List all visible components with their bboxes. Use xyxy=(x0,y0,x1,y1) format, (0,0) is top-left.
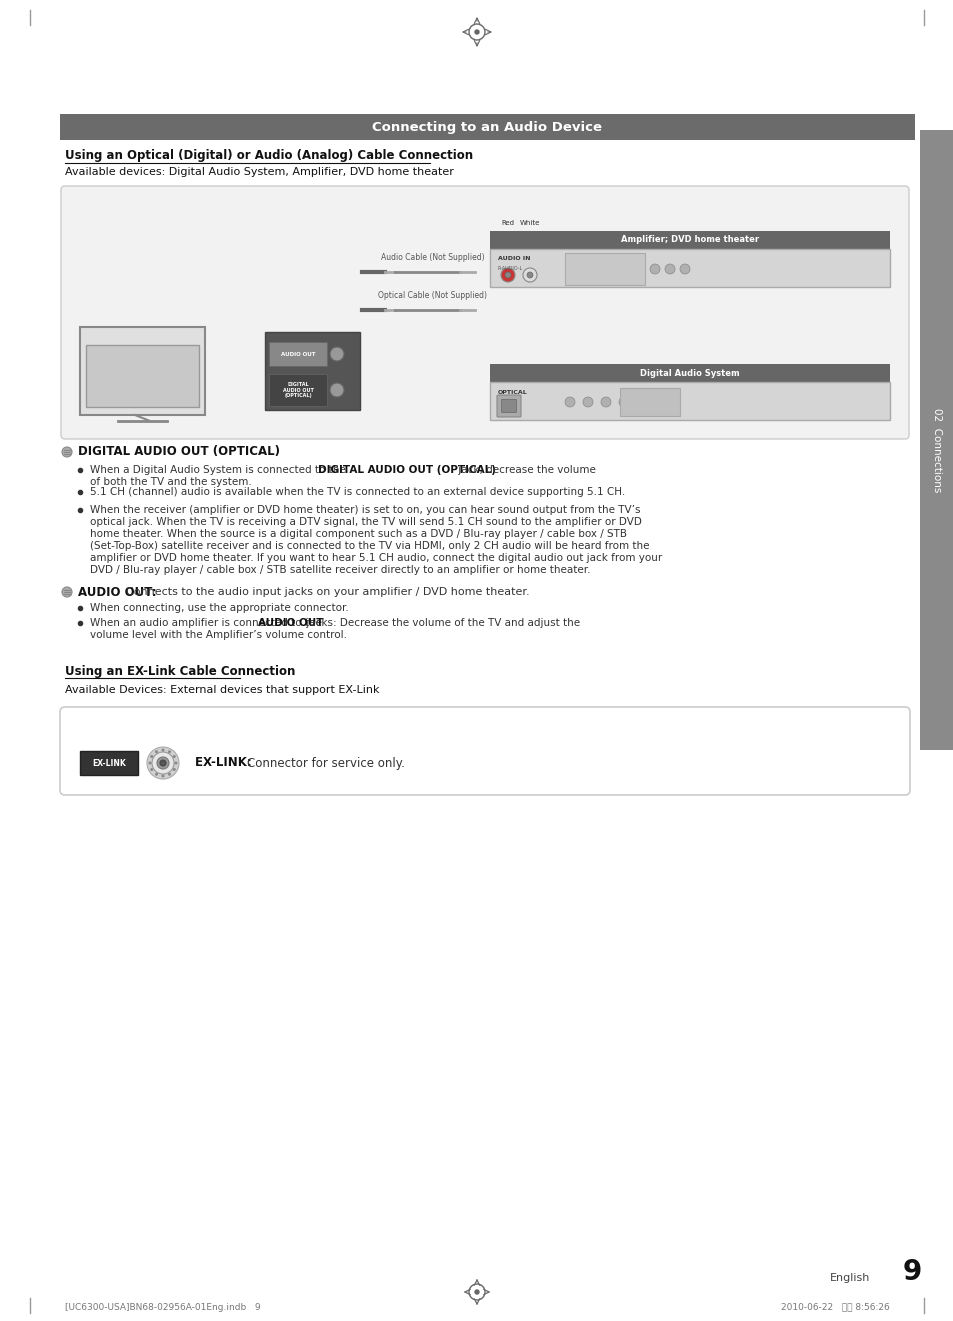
Circle shape xyxy=(168,750,171,753)
Text: AUDIO OUT: AUDIO OUT xyxy=(280,351,314,357)
Text: Available Devices: External devices that support EX-Link: Available Devices: External devices that… xyxy=(65,686,379,695)
Text: EX-LINK: EX-LINK xyxy=(92,758,126,768)
Text: home theater. When the source is a digital component such as a DVD / Blu-ray pla: home theater. When the source is a digit… xyxy=(90,528,626,539)
Text: White: White xyxy=(519,221,539,226)
Text: When the receiver (amplifier or DVD home theater) is set to on, you can hear sou: When the receiver (amplifier or DVD home… xyxy=(90,505,639,515)
Text: When connecting, use the appropriate connector.: When connecting, use the appropriate con… xyxy=(90,602,349,613)
Text: When an audio amplifier is connected to the: When an audio amplifier is connected to … xyxy=(90,618,325,627)
Circle shape xyxy=(160,760,166,766)
Circle shape xyxy=(62,587,71,597)
Text: AUDIO OUT: AUDIO OUT xyxy=(257,618,323,627)
Circle shape xyxy=(504,272,511,277)
Text: Connecting to an Audio Device: Connecting to an Audio Device xyxy=(372,120,601,133)
Circle shape xyxy=(161,774,164,778)
Bar xyxy=(269,342,327,366)
Text: 9: 9 xyxy=(902,1258,921,1287)
Circle shape xyxy=(600,398,610,407)
Bar xyxy=(919,129,953,750)
Circle shape xyxy=(564,398,575,407)
Text: Optical Cable (Not Supplied): Optical Cable (Not Supplied) xyxy=(378,292,487,300)
Bar xyxy=(265,332,359,410)
Text: AUDIO IN: AUDIO IN xyxy=(497,256,530,262)
Text: Using an Optical (Digital) or Audio (Analog) Cable Connection: Using an Optical (Digital) or Audio (Ana… xyxy=(65,149,473,162)
Text: OPTICAL: OPTICAL xyxy=(497,390,527,395)
Circle shape xyxy=(149,761,152,765)
Circle shape xyxy=(154,773,158,775)
Text: Available devices: Digital Audio System, Amplifier, DVD home theater: Available devices: Digital Audio System,… xyxy=(65,166,454,177)
Circle shape xyxy=(330,383,344,398)
Circle shape xyxy=(154,750,158,753)
Text: 02  Connections: 02 Connections xyxy=(931,408,941,493)
Circle shape xyxy=(618,398,628,407)
Circle shape xyxy=(679,264,689,273)
Text: R-AUDIO-L: R-AUDIO-L xyxy=(497,267,522,272)
Circle shape xyxy=(330,347,344,361)
Text: jack, decrease the volume: jack, decrease the volume xyxy=(455,465,596,476)
Text: DVD / Blu-ray player / cable box / STB satellite receiver directly to an amplifi: DVD / Blu-ray player / cable box / STB s… xyxy=(90,565,590,575)
Circle shape xyxy=(152,752,173,774)
Text: When a Digital Audio System is connected to the: When a Digital Audio System is connected… xyxy=(90,465,349,476)
Bar xyxy=(60,114,914,140)
Bar xyxy=(490,365,889,382)
Text: optical jack. When the TV is receiving a DTV signal, the TV will send 5.1 CH sou: optical jack. When the TV is receiving a… xyxy=(90,517,641,527)
Bar xyxy=(80,752,138,775)
Circle shape xyxy=(62,446,71,457)
Circle shape xyxy=(157,757,169,769)
Bar xyxy=(490,231,889,248)
Text: EX-LINK:: EX-LINK: xyxy=(194,757,255,770)
Text: volume level with the Amplifier’s volume control.: volume level with the Amplifier’s volume… xyxy=(90,630,347,639)
Text: [UC6300-USA]BN68-02956A-01Eng.indb   9: [UC6300-USA]BN68-02956A-01Eng.indb 9 xyxy=(65,1303,260,1312)
Circle shape xyxy=(168,773,171,775)
Text: DIGITAL
AUDIO OUT
(OPTICAL): DIGITAL AUDIO OUT (OPTICAL) xyxy=(282,382,314,399)
Bar xyxy=(619,388,679,416)
Text: 5.1 CH (channel) audio is available when the TV is connected to an external devi: 5.1 CH (channel) audio is available when… xyxy=(90,487,624,497)
FancyBboxPatch shape xyxy=(497,395,520,417)
Bar xyxy=(490,382,889,420)
Circle shape xyxy=(582,398,593,407)
Text: DIGITAL AUDIO OUT (OPTICAL): DIGITAL AUDIO OUT (OPTICAL) xyxy=(317,465,496,476)
Circle shape xyxy=(664,264,675,273)
Text: AUDIO OUT:: AUDIO OUT: xyxy=(78,585,161,598)
Circle shape xyxy=(526,272,533,277)
Circle shape xyxy=(500,268,515,281)
Bar xyxy=(269,374,327,406)
Text: Connects to the audio input jacks on your amplifier / DVD home theater.: Connects to the audio input jacks on you… xyxy=(126,587,529,597)
Circle shape xyxy=(161,749,164,752)
Bar xyxy=(564,254,644,285)
Bar xyxy=(86,345,199,407)
FancyBboxPatch shape xyxy=(501,399,516,412)
Text: DIGITAL AUDIO OUT (OPTICAL): DIGITAL AUDIO OUT (OPTICAL) xyxy=(78,445,280,458)
Text: of both the TV and the system.: of both the TV and the system. xyxy=(90,477,252,487)
Circle shape xyxy=(475,1291,478,1295)
Circle shape xyxy=(475,30,478,34)
Text: (Set-Top-Box) satellite receiver and is connected to the TV via HDMI, only 2 CH : (Set-Top-Box) satellite receiver and is … xyxy=(90,542,649,551)
Text: Audio Cable (Not Supplied): Audio Cable (Not Supplied) xyxy=(381,254,484,263)
Bar xyxy=(490,248,889,287)
FancyBboxPatch shape xyxy=(60,707,909,795)
Text: Amplifier; DVD home theater: Amplifier; DVD home theater xyxy=(620,235,759,244)
Text: amplifier or DVD home theater. If you want to hear 5.1 CH audio, connect the dig: amplifier or DVD home theater. If you wa… xyxy=(90,553,661,563)
Text: Red: Red xyxy=(501,221,514,226)
Text: Using an EX-Link Cable Connection: Using an EX-Link Cable Connection xyxy=(65,666,295,679)
Bar xyxy=(80,328,205,415)
Circle shape xyxy=(649,264,659,273)
Circle shape xyxy=(150,768,153,771)
Circle shape xyxy=(172,756,175,758)
FancyBboxPatch shape xyxy=(61,186,908,439)
Text: 2010-06-22   오전 8:56:26: 2010-06-22 오전 8:56:26 xyxy=(781,1303,889,1312)
Text: Digital Audio System: Digital Audio System xyxy=(639,369,739,378)
Circle shape xyxy=(147,746,179,779)
Circle shape xyxy=(522,268,537,281)
Circle shape xyxy=(172,768,175,771)
Text: English: English xyxy=(829,1273,869,1283)
Text: jacks: Decrease the volume of the TV and adjust the: jacks: Decrease the volume of the TV and… xyxy=(303,618,579,627)
Circle shape xyxy=(174,761,177,765)
Text: Connector for service only.: Connector for service only. xyxy=(247,757,404,770)
Circle shape xyxy=(150,756,153,758)
